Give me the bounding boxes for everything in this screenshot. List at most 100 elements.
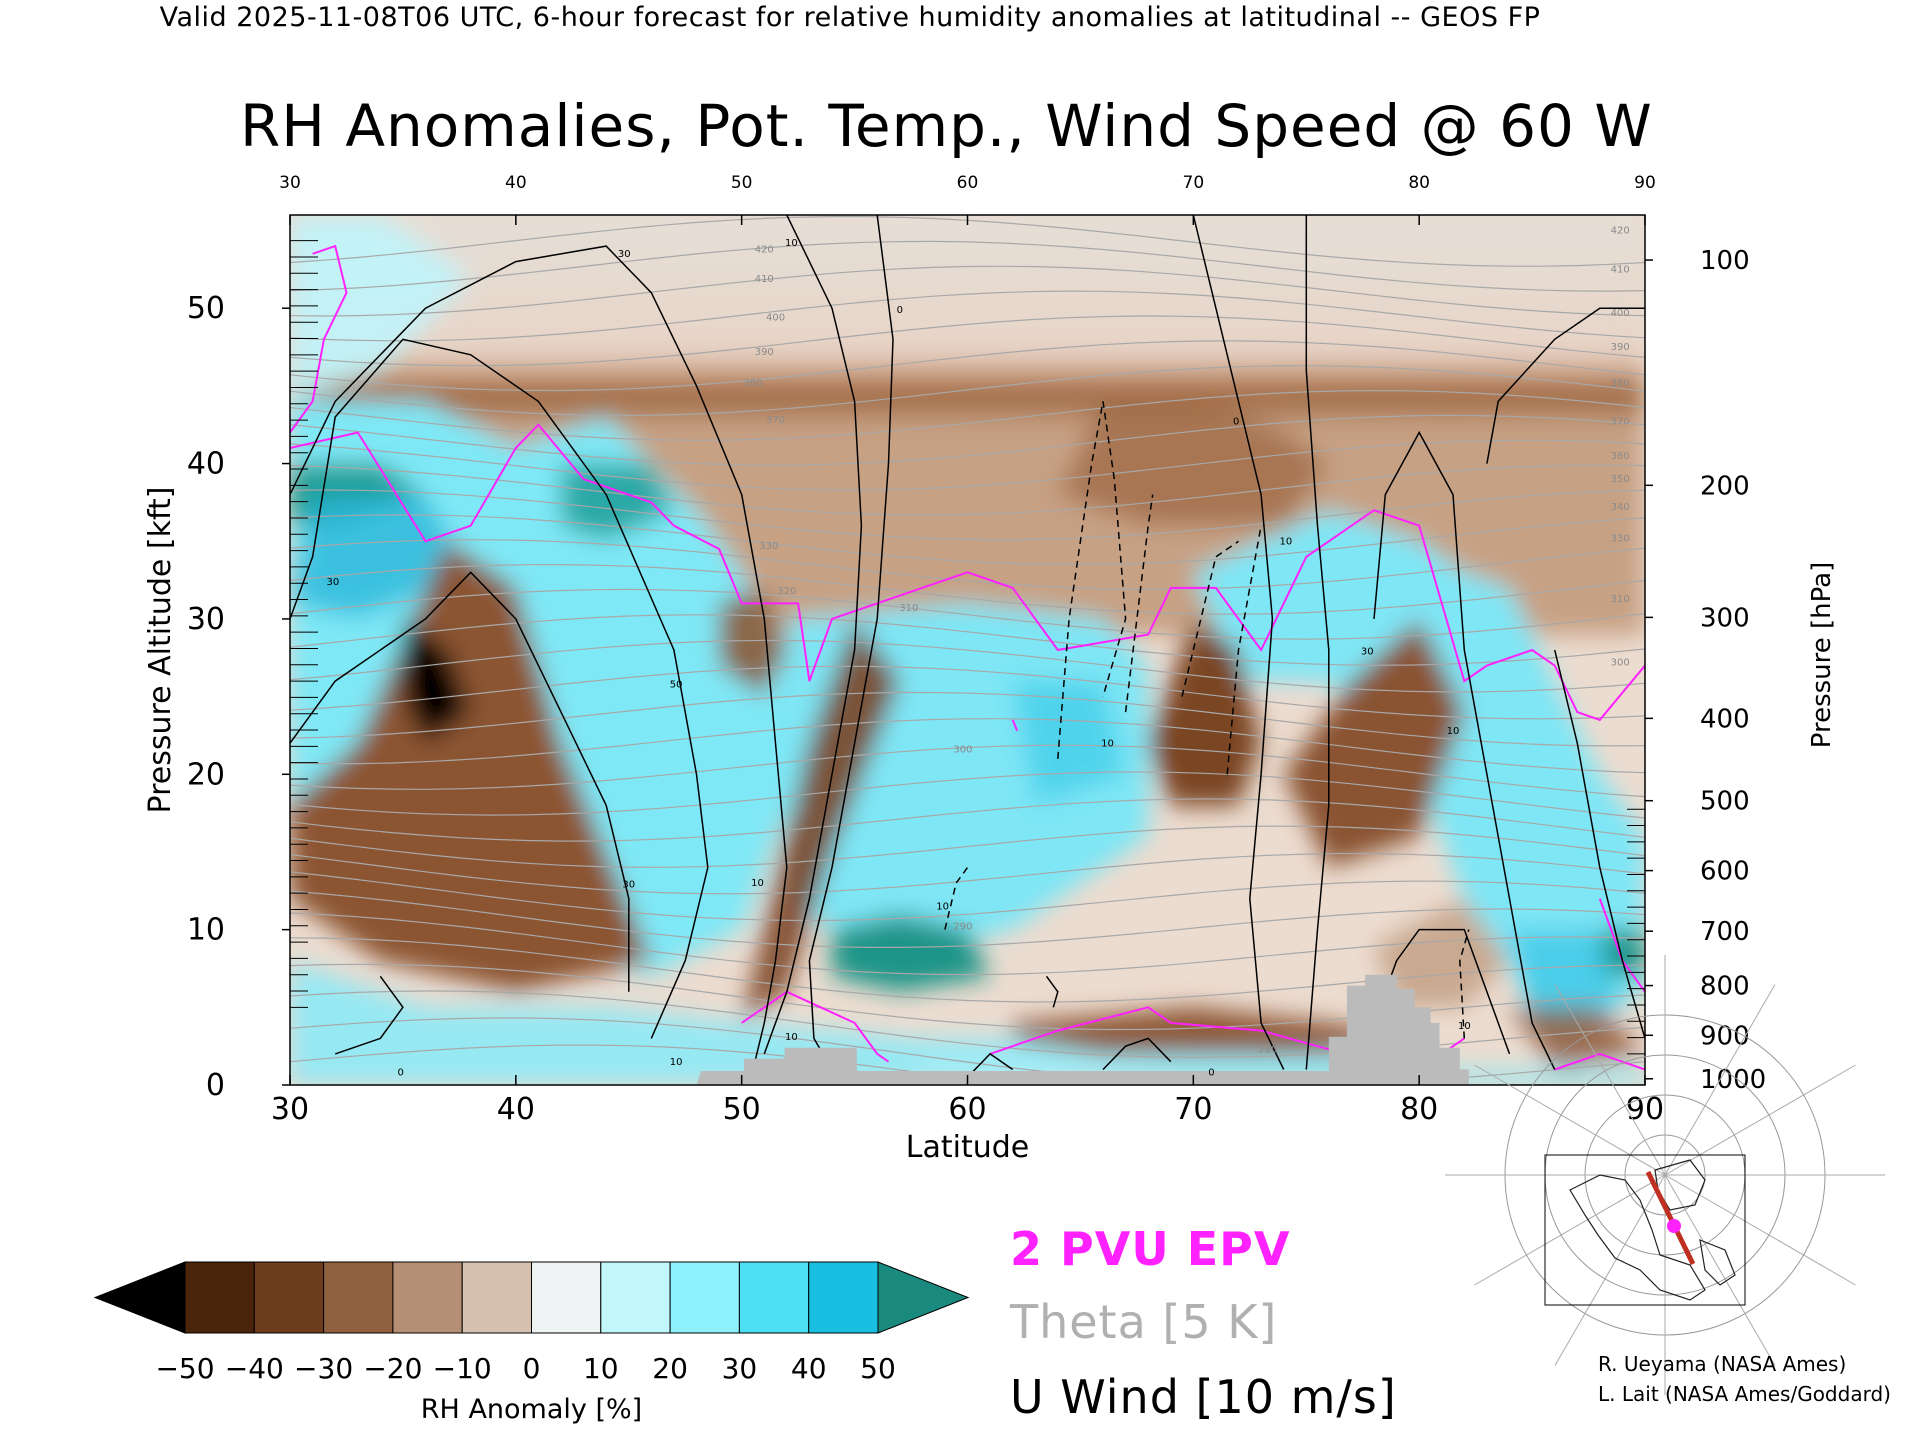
epv-line [1554, 1052, 1645, 1071]
wind-label: 10 [1458, 1021, 1471, 1032]
theta-label: 310 [899, 603, 918, 614]
edge-ticks [290, 240, 1645, 1055]
colorbar-tick-label: −30 [294, 1352, 353, 1385]
wind-line [290, 571, 630, 992]
wind-label: 10 [751, 878, 764, 889]
theta-label: 330 [1611, 533, 1630, 544]
theta-line [290, 240, 1645, 292]
y-tick-label: 50 [187, 291, 225, 326]
x-tick-label: 30 [271, 1092, 309, 1127]
x-tick-label: 70 [1174, 1092, 1212, 1127]
theta-label: 390 [755, 347, 774, 358]
theta-label: 400 [766, 313, 785, 324]
wind-line [808, 215, 894, 1070]
y2-axis-label: Pressure [hPa] [1807, 562, 1837, 749]
colorbar-tick-label: −20 [363, 1352, 422, 1385]
x-top-tick-label: 50 [731, 173, 753, 193]
x-tick-label: 60 [948, 1092, 986, 1127]
wind-label: 0 [1208, 1068, 1214, 1079]
theta-label: 380 [743, 378, 762, 389]
theta-line [290, 265, 1645, 317]
x-top-tick-label: 80 [1408, 173, 1430, 193]
wind-label: 10 [1280, 536, 1293, 547]
theta-label: 310 [1611, 594, 1630, 605]
field-region [1509, 929, 1623, 1023]
wind-line [1305, 215, 1330, 1070]
wind-label: 50 [670, 679, 683, 690]
wind-line [966, 1052, 1014, 1078]
colorbar-tick-label: −10 [433, 1352, 492, 1385]
x-tick-label: 80 [1400, 1092, 1438, 1127]
epv-line [290, 423, 1645, 722]
pressure-tick-label: 1000 [1700, 1065, 1766, 1095]
theta-line [290, 315, 1645, 367]
wind-label: 0 [897, 305, 903, 316]
map-meridian [1664, 1174, 1856, 1286]
theta-line [290, 639, 1645, 693]
wind-labels: 30 10 0 0 30 50 30 10 10 10 10 30 10 10 10 0 0 10 [327, 238, 1471, 1079]
map-section-marker [1667, 1219, 1681, 1233]
theta-line [290, 563, 1645, 615]
theta-label: 300 [953, 745, 972, 756]
x-top-tick-label: 70 [1183, 173, 1205, 193]
map-meridian [1554, 984, 1666, 1176]
colorbar-label: RH Anomaly [%] [421, 1394, 642, 1425]
theta-label: 300 [1611, 658, 1630, 669]
wind-line [1192, 215, 1285, 1070]
wind-label: 30 [1361, 647, 1374, 658]
theta-line [290, 489, 1645, 541]
map-background [1545, 1155, 1745, 1305]
pressure-tick-label: 800 [1700, 972, 1750, 1002]
wind-line [334, 975, 404, 1055]
theta-label: 390 [1611, 342, 1630, 353]
theta-label: 420 [755, 244, 774, 255]
wind-line [290, 245, 788, 1070]
legend-epv: 2 PVU EPV [1010, 1222, 1291, 1276]
chart-title: RH Anomalies, Pot. Temp., Wind Speed @ 6… [240, 92, 1653, 160]
y-tick-label: 10 [187, 913, 225, 948]
colorbar: −50 −40 −30 −20 −10 0 10 20 30 40 50 RH Anomaly [%] [93, 1261, 970, 1425]
theta-line [290, 937, 1645, 1003]
theta-line [290, 871, 1645, 922]
y-axis-label: Pressure Altitude [kft] [143, 487, 178, 814]
colorbar-bin [531, 1261, 602, 1334]
y-tick-label: 40 [187, 447, 225, 482]
theta-line [290, 691, 1645, 747]
field-region [741, 618, 900, 1023]
credit-line-2: L. Lait (NASA Ames/Goddard) [1598, 1382, 1891, 1406]
wind-line [290, 338, 709, 1039]
colorbar-low-arrow [93, 1261, 186, 1334]
pressure-tick-label: 700 [1700, 917, 1750, 947]
theta-label: 380 [1611, 378, 1630, 389]
map-coastline [1699, 1239, 1736, 1286]
colorbar-bin [461, 1261, 533, 1334]
theta-line [290, 852, 1645, 895]
theta-line [290, 389, 1645, 441]
x-top-tick-label: 40 [505, 173, 527, 193]
location-map [1445, 955, 1885, 1395]
theta-label: 410 [755, 274, 774, 285]
theta-label: 400 [1611, 308, 1630, 319]
wind-line [1373, 928, 1511, 1055]
x-axis-label: Latitude [906, 1130, 1029, 1165]
colorbar-bin [808, 1261, 879, 1334]
rh-anomaly-field [290, 215, 1645, 1085]
theta-label: 340 [1611, 502, 1630, 513]
wind-line [1486, 307, 1645, 464]
wind-line [1057, 401, 1127, 759]
x-top-tick-label: 60 [957, 173, 979, 193]
legend-wind: U Wind [10 m/s] [1010, 1370, 1397, 1424]
axes: 30 40 50 60 70 80 90 30 40 50 60 70 80 900 10 20 30 40 50 1… [143, 173, 1837, 1165]
theta-label: 410 [1611, 264, 1630, 275]
theta-line [290, 340, 1645, 392]
map-coastline [1569, 1174, 1706, 1301]
wind-label: 30 [327, 577, 340, 588]
theta-line [290, 514, 1645, 566]
terrain [696, 974, 1469, 1085]
colorbar-high-arrow [877, 1261, 970, 1334]
wind-label: 10 [1101, 738, 1114, 749]
colorbar-bin [184, 1261, 255, 1334]
theta-line [290, 539, 1645, 591]
wind-line [944, 867, 969, 930]
